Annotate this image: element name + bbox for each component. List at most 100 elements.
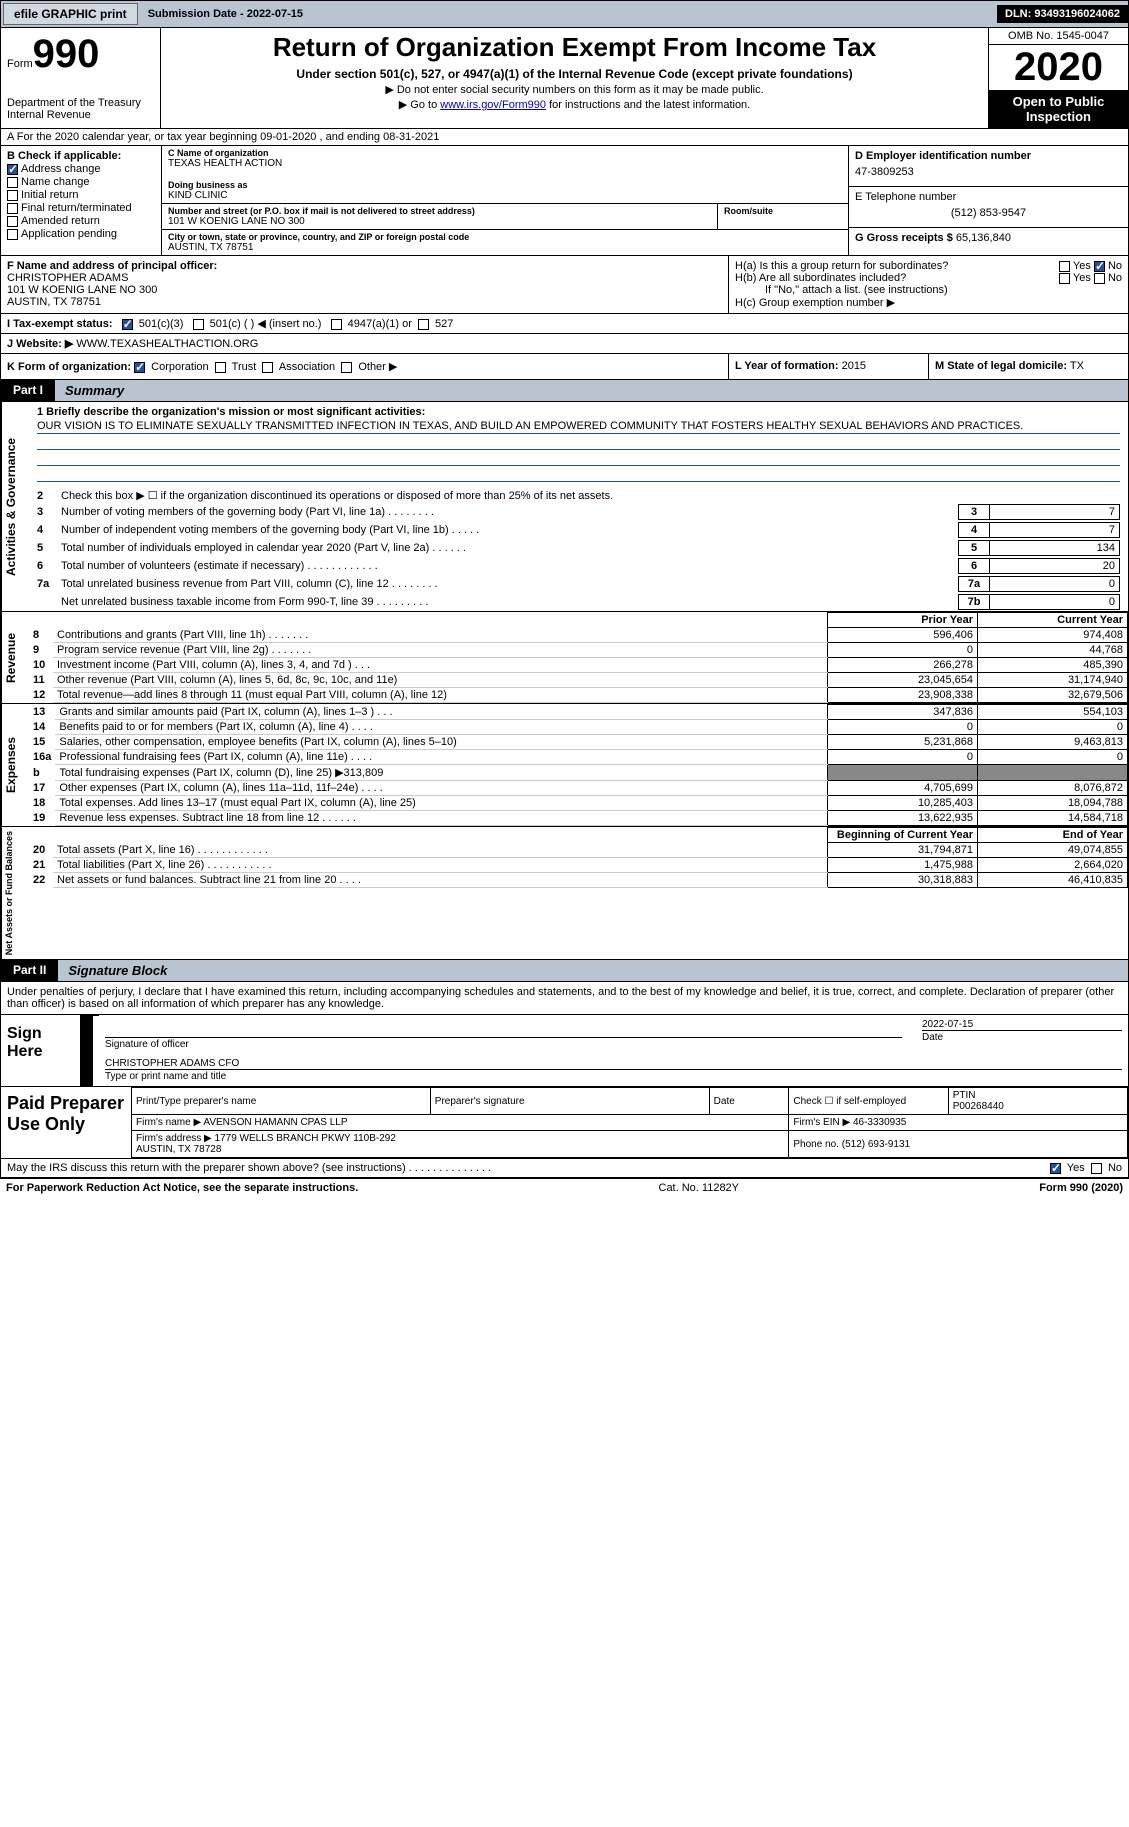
fin-row-11: 11Other revenue (Part VIII, column (A), … — [29, 673, 1128, 688]
chk-application-pending[interactable]: Application pending — [7, 228, 155, 240]
mission-text: OUR VISION IS TO ELIMINATE SEXUALLY TRAN… — [37, 420, 1120, 434]
chk-501c3[interactable] — [122, 319, 133, 330]
hb-note: If "No," attach a list. (see instruction… — [735, 284, 1122, 296]
firm-phone: (512) 693-9131 — [842, 1139, 910, 1150]
line-2-checkbox: 2Check this box ▶ ☐ if the organization … — [29, 488, 1128, 503]
part-1-tag: Part I — [1, 380, 55, 401]
opt-trust: Trust — [232, 361, 257, 373]
discuss-no-lbl: No — [1108, 1162, 1122, 1174]
officer-street: 101 W KOENIG LANE NO 300 — [7, 284, 722, 296]
fin-row-20: 20Total assets (Part X, line 16) . . . .… — [29, 843, 1128, 858]
chk-527[interactable] — [418, 319, 429, 330]
part-2-title: Signature Block — [58, 960, 1128, 981]
officer-label: F Name and address of principal officer: — [7, 260, 722, 272]
header-current-year: Current Year — [978, 613, 1128, 628]
type-name-line: Type or print name and title — [105, 1069, 1122, 1082]
h-ptin: PTINP00268440 — [948, 1088, 1127, 1115]
row-j-website: J Website: ▶ WWW.TEXASHEALTHACTION.ORG — [0, 334, 1129, 354]
irs-link[interactable]: www.irs.gov/Form990 — [440, 99, 546, 111]
dba-label: Doing business as — [168, 180, 842, 190]
dba-name: KIND CLINIC — [168, 190, 842, 201]
header-left: Form990 Department of the Treasury Inter… — [1, 28, 161, 128]
header-prior-year: Prior Year — [828, 613, 978, 628]
gov-line-7a: 7aTotal unrelated business revenue from … — [29, 575, 1128, 593]
no-lbl2: No — [1108, 272, 1122, 284]
revenue-section: Revenue Prior Year Current Year 8Contrib… — [0, 612, 1129, 704]
declaration-text: Under penalties of perjury, I declare th… — [1, 982, 1128, 1014]
fin-row-13: 13Grants and similar amounts paid (Part … — [29, 705, 1128, 720]
room-label: Room/suite — [724, 206, 842, 216]
fin-row-14: 14Benefits paid to or for members (Part … — [29, 720, 1128, 735]
section-c-org: C Name of organization TEXAS HEALTH ACTI… — [161, 146, 848, 255]
lbl-amended: Amended return — [21, 215, 100, 227]
firm-name-cell: Firm's name ▶ AVENSON HAMANN CPAS LLP — [132, 1115, 789, 1131]
k-label: K Form of organization: — [7, 361, 131, 373]
section-f-officer: F Name and address of principal officer:… — [1, 256, 728, 313]
opt-501c: 501(c) ( ) ◀ (insert no.) — [210, 318, 322, 330]
chk-other[interactable] — [341, 362, 352, 373]
vlabel-expenses: Expenses — [1, 704, 29, 826]
lbl-name-change: Name change — [21, 176, 90, 188]
section-h-group: H(a) Is this a group return for subordin… — [728, 256, 1128, 313]
ha-no[interactable] — [1094, 261, 1105, 272]
gross-value: 65,136,840 — [956, 232, 1011, 244]
line-a-tax-year: A For the 2020 calendar year, or tax yea… — [0, 129, 1129, 146]
fin-row-9: 9Program service revenue (Part VIII, lin… — [29, 643, 1128, 658]
opt-527: 527 — [435, 318, 453, 330]
footer-left: For Paperwork Reduction Act Notice, see … — [6, 1182, 358, 1194]
part-2-header: Part II Signature Block — [0, 960, 1129, 982]
chk-final-return[interactable]: Final return/terminated — [7, 202, 155, 214]
governance-section: Activities & Governance 1 Briefly descri… — [0, 402, 1129, 612]
paid-preparer-row: Paid Preparer Use Only Print/Type prepar… — [1, 1086, 1128, 1158]
h-print-name: Print/Type preparer's name — [132, 1088, 431, 1115]
yes-lbl: Yes — [1073, 260, 1091, 272]
section-k-form-org: K Form of organization: Corporation Trus… — [1, 354, 728, 379]
firm-ein: 46-3330935 — [853, 1117, 906, 1128]
discuss-yes-lbl: Yes — [1067, 1162, 1085, 1174]
discuss-text: May the IRS discuss this return with the… — [7, 1162, 491, 1174]
row-i-tax-status: I Tax-exempt status: 501(c)(3) 501(c) ( … — [0, 314, 1129, 334]
hc-label: H(c) Group exemption number ▶ — [735, 296, 1122, 309]
efile-print-button[interactable]: efile GRAPHIC print — [3, 3, 138, 25]
sign-here-label: Sign Here — [1, 1015, 81, 1086]
fin-row-b: bTotal fundraising expenses (Part IX, co… — [29, 765, 1128, 781]
hb-no[interactable] — [1094, 273, 1105, 284]
chk-name-change[interactable]: Name change — [7, 176, 155, 188]
part-2-tag: Part II — [1, 960, 58, 981]
firm-ein-cell: Firm's EIN ▶ 46-3330935 — [789, 1115, 1128, 1131]
chk-501c[interactable] — [193, 319, 204, 330]
chk-assoc[interactable] — [262, 362, 273, 373]
mission-blank1 — [37, 436, 1120, 450]
section-d-e-g: D Employer identification number 47-3809… — [848, 146, 1128, 255]
header-right: OMB No. 1545-0047 2020 Open to Public In… — [988, 28, 1128, 128]
row-f-h: F Name and address of principal officer:… — [0, 255, 1129, 314]
mission-label: 1 Briefly describe the organization's mi… — [37, 406, 1120, 418]
chk-initial-return[interactable]: Initial return — [7, 189, 155, 201]
org-name: TEXAS HEALTH ACTION — [168, 158, 842, 169]
chk-trust[interactable] — [215, 362, 226, 373]
dln-number: DLN: 93493196024062 — [997, 5, 1128, 23]
ha-yes[interactable] — [1059, 261, 1070, 272]
net-assets-table: Beginning of Current Year End of Year 20… — [29, 827, 1128, 888]
ein-value: 47-3809253 — [855, 162, 1122, 182]
officer-city: AUSTIN, TX 78751 — [7, 296, 722, 308]
chk-amended-return[interactable]: Amended return — [7, 215, 155, 227]
open-inspection: Open to Public Inspection — [989, 90, 1128, 128]
section-b-header: B Check if applicable: — [7, 150, 155, 162]
opt-assoc: Association — [279, 361, 335, 373]
fin-row-8: 8Contributions and grants (Part VIII, li… — [29, 628, 1128, 643]
part-1-title: Summary — [55, 380, 1128, 401]
footer-right: Form 990 (2020) — [1039, 1182, 1123, 1194]
i-label: I Tax-exempt status: — [7, 318, 113, 330]
chk-address-change[interactable]: Address change — [7, 163, 155, 175]
chk-corp[interactable] — [134, 362, 145, 373]
fin-row-18: 18Total expenses. Add lines 13–17 (must … — [29, 796, 1128, 811]
gov-line-6: 6Total number of volunteers (estimate if… — [29, 557, 1128, 575]
h-self-employed: Check ☐ if self-employed — [789, 1088, 948, 1115]
preparer-grid: Print/Type preparer's name Preparer's si… — [131, 1087, 1128, 1158]
opt-corp: Corporation — [151, 361, 208, 373]
discuss-yes[interactable] — [1050, 1163, 1061, 1174]
discuss-no[interactable] — [1091, 1163, 1102, 1174]
chk-4947[interactable] — [331, 319, 342, 330]
hb-yes[interactable] — [1059, 273, 1070, 284]
